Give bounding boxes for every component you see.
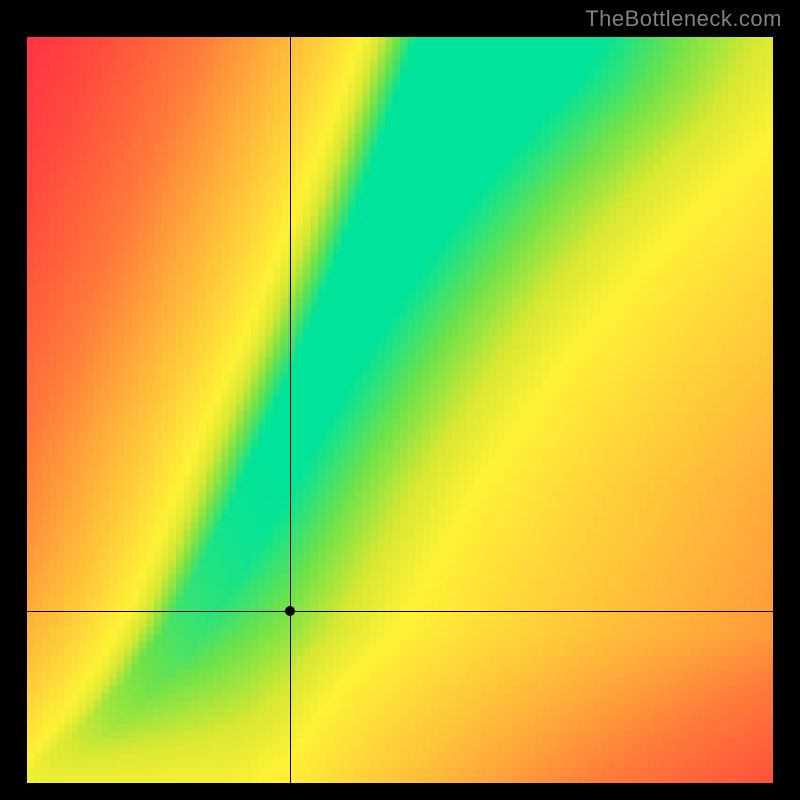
- heatmap-plot: [27, 37, 773, 783]
- heatmap-canvas: [27, 37, 773, 783]
- attribution-text: TheBottleneck.com: [585, 6, 782, 32]
